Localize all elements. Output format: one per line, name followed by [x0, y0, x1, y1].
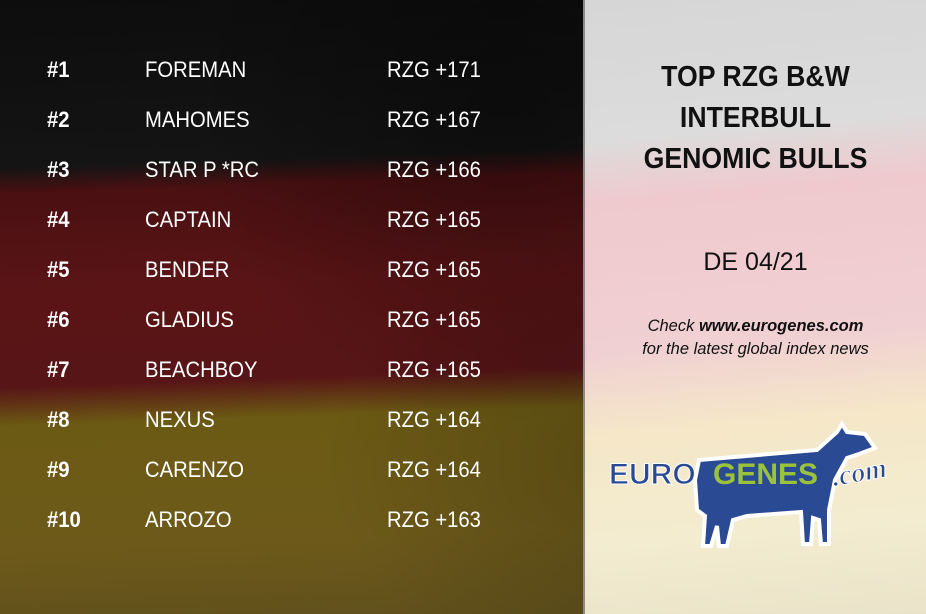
check-text: Check www.eurogenes.com for the latest g…	[585, 315, 926, 361]
rank-label: #2	[47, 107, 70, 132]
ranking-row: #6 GLADIUS RZG +165	[0, 307, 583, 337]
rzg-score: RZG +165	[387, 207, 481, 232]
rank-label: #5	[47, 257, 70, 282]
bull-name: BEACHBOY	[145, 357, 258, 382]
ranking-row: #1 FOREMAN RZG +171	[0, 57, 583, 87]
info-panel: TOP RZG B&W INTERBULL GENOMIC BULLS DE 0…	[585, 0, 926, 614]
rzg-score: RZG +171	[387, 57, 481, 82]
rzg-score: RZG +167	[387, 107, 481, 132]
bull-name: MAHOMES	[145, 107, 250, 132]
cow-icon	[692, 420, 879, 548]
ranking-row: #10 ARROZO RZG +163	[0, 507, 583, 537]
title-line: INTERBULL	[679, 102, 832, 134]
rank-label: #6	[47, 307, 70, 332]
rzg-score: RZG +164	[387, 407, 481, 432]
rzg-score: RZG +165	[387, 257, 481, 282]
title-line: TOP RZG B&W	[661, 61, 850, 93]
website-link[interactable]: www.eurogenes.com	[698, 317, 864, 335]
rzg-score: RZG +163	[387, 507, 481, 532]
ranking-row: #9 CARENZO RZG +164	[0, 457, 583, 487]
rzg-score: RZG +166	[387, 157, 481, 182]
rank-label: #9	[47, 457, 70, 482]
ranking-row: #7 BEACHBOY RZG +165	[0, 357, 583, 387]
edition-label: DE 04/21	[703, 248, 808, 276]
bull-name: BENDER	[145, 257, 230, 282]
ranking-row: #2 MAHOMES RZG +167	[0, 107, 583, 137]
rank-label: #7	[47, 357, 70, 382]
logo-genes: GENES	[713, 458, 818, 491]
bull-name: FOREMAN	[145, 57, 247, 82]
panel-title: TOP RZG B&W INTERBULL GENOMIC BULLS	[585, 57, 926, 180]
divider	[583, 0, 585, 614]
bull-name: GLADIUS	[145, 307, 234, 332]
title-line: GENOMIC BULLS	[643, 143, 868, 175]
ranking-row: #3 STAR P *RC RZG +166	[0, 157, 583, 187]
logo-euro: EURO	[609, 458, 696, 491]
check-suffix: for the latest global index news	[642, 340, 869, 358]
rank-label: #8	[47, 407, 70, 432]
ranking-row: #5 BENDER RZG +165	[0, 257, 583, 287]
eurogenes-logo: EURO GENES .com	[609, 420, 890, 548]
rank-label: #10	[47, 507, 81, 532]
check-prefix: Check	[647, 317, 699, 335]
ranking-row: #8 NEXUS RZG +164	[0, 407, 583, 437]
bull-name: ARROZO	[145, 507, 232, 532]
bull-name: CARENZO	[145, 457, 244, 482]
bull-name: NEXUS	[145, 407, 215, 432]
rank-label: #4	[47, 207, 70, 232]
rank-label: #1	[47, 57, 70, 82]
ranking-row: #4 CAPTAIN RZG +165	[0, 207, 583, 237]
rank-label: #3	[47, 157, 70, 182]
bull-name: CAPTAIN	[145, 207, 232, 232]
rzg-score: RZG +165	[387, 307, 481, 332]
rzg-score: RZG +164	[387, 457, 481, 482]
rzg-score: RZG +165	[387, 357, 481, 382]
bull-name: STAR P *RC	[145, 157, 259, 182]
